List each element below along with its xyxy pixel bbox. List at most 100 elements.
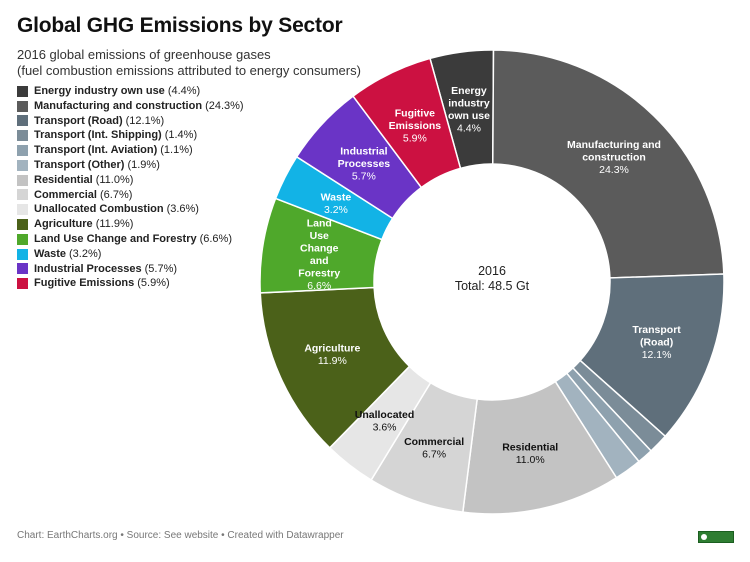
legend-percent: (11.0%)	[95, 173, 134, 186]
legend-swatch	[17, 248, 28, 260]
legend-item: Transport (Int. Shipping) (1.4%)	[17, 128, 244, 143]
legend-label: Transport (Int. Shipping)	[34, 129, 162, 142]
legend-swatch	[17, 189, 28, 201]
legend-item: Unallocated Combustion (3.6%)	[17, 202, 244, 217]
legend-swatch	[17, 263, 28, 275]
legend-swatch	[17, 159, 28, 171]
slice-label: Waste 3.2%	[321, 192, 352, 217]
slice-value: 11.9%	[318, 355, 347, 367]
legend-swatch	[17, 278, 28, 290]
slice-label: Unallocated 3.6%	[355, 409, 415, 434]
legend-percent: (24.3%)	[205, 99, 244, 112]
slice-value: 5.9%	[403, 132, 427, 144]
subtitle-line-2: (fuel combustion emissions attributed to…	[17, 63, 361, 78]
slice-label: Commercial 6.7%	[404, 436, 464, 461]
slice-value: 3.6%	[373, 421, 397, 433]
slice-label-line: Industrial	[340, 145, 387, 157]
legend-swatch	[17, 85, 28, 97]
legend-label: Transport (Road)	[34, 114, 123, 127]
legend-item: Fugitive Emissions (5.9%)	[17, 276, 244, 291]
legend-swatch	[17, 233, 28, 245]
slice-label-line: Use	[310, 230, 329, 242]
legend-label: Land Use Change and Forestry	[34, 232, 197, 245]
legend-item: Transport (Road) (12.1%)	[17, 114, 244, 129]
slice-label-line: Agriculture	[304, 342, 360, 354]
slice-label-line: Waste	[321, 192, 352, 204]
slice-label: Industrial Processes 5.7%	[338, 145, 391, 182]
legend-percent: (1.9%)	[127, 158, 160, 171]
legend-label: Transport (Int. Aviation)	[34, 144, 158, 157]
legend-item: Energy industry own use (4.4%)	[17, 84, 244, 99]
legend-item: Waste (3.2%)	[17, 247, 244, 262]
legend-percent: (6.6%)	[199, 232, 232, 245]
slice-label: Fugitive Emissions 5.9%	[389, 107, 442, 144]
slice-value: 5.7%	[352, 170, 376, 182]
legend-label: Manufacturing and construction	[34, 99, 203, 112]
badge-icon	[701, 534, 707, 540]
slice-value: 6.7%	[422, 448, 446, 460]
legend-percent: (3.2%)	[69, 247, 102, 260]
donut-slice	[352, 57, 462, 189]
chart-subtitle: 2016 global emissions of greenhouse gase…	[17, 47, 361, 79]
slice-label: Agriculture 11.9%	[304, 342, 360, 367]
legend-percent: (5.9%)	[137, 277, 170, 290]
slice-label-line: Land	[307, 218, 332, 230]
legend-label: Waste	[34, 247, 66, 260]
slice-label-line: Energy	[451, 85, 487, 97]
slice-label-line: Forestry	[298, 268, 340, 280]
legend-label: Transport (Other)	[34, 158, 125, 171]
legend-percent: (4.4%)	[167, 85, 201, 97]
legend-item: Industrial Processes (5.7%)	[17, 262, 244, 277]
legend: Energy industry own use (4.4%) Manufacturi…	[17, 84, 244, 291]
slice-label-line: Transport	[632, 324, 681, 336]
legend-percent: (11.9%)	[95, 218, 134, 231]
chart-footer: Chart: EarthCharts.org • Source: See web…	[17, 530, 344, 541]
slice-label: Transport (Road) 12.1%	[632, 324, 681, 361]
slice-label: Land Use Change and Forestry 6.6%	[298, 218, 340, 293]
slice-label-line: Fugitive	[395, 107, 435, 119]
slice-label-line: construction	[582, 152, 646, 164]
slice-label-line: Residential	[502, 442, 558, 454]
slice-label-line: Processes	[338, 158, 391, 170]
slice-label-line: (Road)	[640, 336, 673, 348]
legend-item: Residential (11.0%)	[17, 173, 244, 188]
legend-item: Transport (Other) (1.9%)	[17, 158, 244, 173]
legend-swatch	[17, 115, 28, 127]
legend-label: Agriculture	[34, 218, 93, 231]
center-label: 2016 Total: 48.5 Gt	[455, 264, 530, 293]
legend-item: Commercial (6.7%)	[17, 188, 244, 203]
slice-label-line: Change	[300, 243, 339, 255]
legend-percent: (3.6%)	[166, 203, 199, 216]
slice-label: Energy industry own use 4.4%	[448, 85, 490, 135]
legend-swatch	[17, 219, 28, 231]
legend-label: Unallocated Combustion	[34, 203, 164, 216]
slice-label-line: industry	[448, 97, 490, 109]
legend-label: Fugitive Emissions	[34, 277, 135, 290]
chart-title: Global GHG Emissions by Sector	[17, 14, 343, 37]
legend-percent: (12.1%)	[125, 114, 165, 127]
legend-item: Manufacturing and construction (24.3%)	[17, 99, 244, 114]
donut-slice	[492, 49, 725, 279]
legend-label: Industrial Processes	[34, 262, 142, 275]
legend-swatch	[17, 100, 28, 112]
slice-label-line: own use	[448, 110, 490, 122]
legend-item: Land Use Change and Forestry (6.6%)	[17, 232, 244, 247]
subtitle-line-1: 2016 global emissions of greenhouse gase…	[17, 47, 271, 62]
legend-percent: (6.7%)	[99, 188, 133, 201]
slice-value: 11.0%	[516, 454, 545, 466]
center-label-line: Total: 48.5 Gt	[455, 279, 530, 293]
slice-value: 24.3%	[599, 164, 629, 176]
legend-swatch	[17, 204, 28, 216]
license-badge	[698, 531, 734, 543]
slice-label-line: and	[310, 255, 329, 267]
slice-value: 4.4%	[457, 122, 481, 134]
slice-label-line: Manufacturing and	[567, 139, 661, 151]
legend-label: Commercial	[34, 188, 97, 201]
legend-percent: (5.7%)	[144, 262, 178, 275]
legend-label: Residential	[34, 173, 93, 186]
slice-value: 6.6%	[307, 280, 331, 292]
legend-item: Transport (Int. Aviation) (1.1%)	[17, 143, 244, 158]
slice-label-line: Unallocated	[355, 409, 415, 421]
legend-item: Agriculture (11.9%)	[17, 217, 244, 232]
